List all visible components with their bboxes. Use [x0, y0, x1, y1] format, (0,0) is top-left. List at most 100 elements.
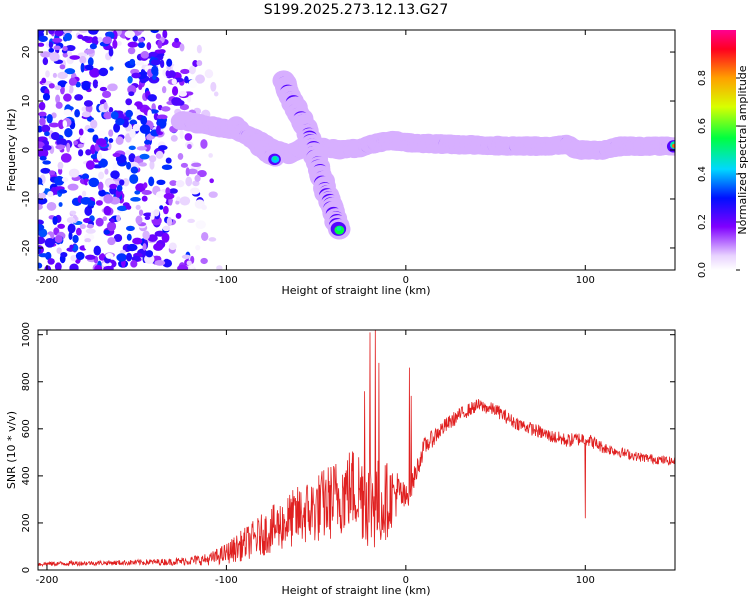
heatmap-cell — [155, 150, 164, 159]
heatmap-cell — [185, 167, 190, 177]
heatmap-cell — [194, 174, 201, 182]
heatmap-cell — [142, 230, 150, 240]
heatmap-cell — [38, 236, 46, 245]
heatmap-cell — [69, 55, 81, 60]
heatmap-cell — [126, 161, 132, 170]
heatmap-cell — [75, 81, 81, 88]
heatmap-cell — [172, 64, 180, 72]
heatmap-cell — [162, 205, 169, 215]
spectrogram-x-tick-label: 100 — [576, 275, 595, 286]
heatmap-cell — [158, 49, 166, 54]
heatmap-cell — [137, 41, 145, 49]
heatmap-cell — [104, 168, 109, 175]
heatmap-cell — [103, 205, 112, 216]
heatmap-cell — [161, 164, 173, 170]
heatmap-cell — [67, 50, 72, 57]
heatmap-cell — [98, 67, 109, 77]
heatmap-cell — [153, 112, 159, 121]
heatmap-cell — [68, 168, 80, 178]
heatmap-cell — [195, 220, 206, 229]
heatmap-cell — [67, 223, 76, 234]
heatmap-cell — [128, 91, 135, 97]
heatmap-cell — [150, 59, 162, 66]
heatmap-cell — [66, 142, 71, 153]
heatmap-cell — [189, 187, 200, 195]
heatmap-cell — [149, 160, 155, 170]
snr-y-tick-label: 600 — [21, 419, 32, 438]
heatmap-cell — [179, 129, 184, 140]
heatmap-cell — [52, 72, 57, 78]
heatmap-cell — [81, 111, 91, 118]
heatmap-cell — [57, 223, 65, 229]
heatmap-cell — [56, 247, 62, 254]
heatmap-cell — [135, 61, 145, 66]
heatmap-cell — [48, 83, 55, 89]
heatmap-cell — [66, 217, 76, 224]
heatmap-cell — [88, 30, 99, 35]
heatmap-cell — [188, 65, 196, 75]
heatmap-cell — [85, 160, 95, 170]
heatmap-cell — [38, 101, 46, 111]
heatmap-cell — [191, 162, 202, 167]
heatmap-cell — [130, 260, 138, 268]
heatmap-cell — [169, 180, 178, 186]
heatmap-cell — [125, 225, 135, 231]
colorbar-label: Normalized spectral amplitude — [736, 65, 749, 234]
heatmap-cell — [102, 216, 108, 222]
heatmap-cell — [41, 124, 51, 133]
heatmap-cell — [136, 146, 147, 151]
heatmap-cell — [201, 204, 207, 210]
snr-x-tick-label: 0 — [403, 575, 409, 586]
heatmap-cell — [83, 178, 89, 186]
heatmap-cell — [103, 265, 114, 270]
heatmap-cell — [84, 241, 91, 250]
heatmap-cell — [38, 177, 43, 186]
heatmap-cell — [87, 128, 95, 133]
heatmap-cell — [44, 237, 55, 248]
heatmap-cell — [200, 257, 208, 265]
heatmap-cell — [49, 52, 60, 62]
heatmap-cell — [102, 36, 113, 44]
heatmap-cell — [40, 167, 51, 174]
heatmap-cell — [86, 223, 94, 229]
heatmap-cell — [125, 205, 132, 210]
heatmap-cell — [81, 35, 91, 42]
heatmap-cell — [141, 195, 148, 202]
heatmap-cell — [64, 127, 73, 138]
heatmap-cell — [127, 47, 136, 55]
heatmap-cell — [98, 253, 106, 261]
heatmap-cell — [135, 204, 141, 210]
heatmap-cell — [57, 71, 68, 80]
heatmap-cell — [64, 83, 70, 93]
heatmap-cell — [54, 175, 65, 186]
heatmap-cell — [79, 136, 87, 144]
heatmap-cell — [47, 190, 54, 198]
heatmap-cell — [162, 259, 173, 268]
heatmap-cell — [70, 210, 77, 215]
heatmap-cell — [98, 130, 106, 137]
heatmap-cell — [153, 209, 160, 217]
heatmap-cell — [62, 46, 68, 52]
heatmap-cell — [148, 51, 158, 57]
heatmap-cell — [75, 251, 85, 261]
spectrogram-y-tick-label: 20 — [21, 46, 32, 59]
colorbar-tick-label: 0.8 — [697, 70, 708, 86]
heatmap-cell — [147, 94, 157, 102]
heatmap-cell — [169, 188, 178, 194]
heatmap-cell — [174, 37, 180, 43]
heatmap-cell — [140, 51, 149, 59]
heatmap-cell — [106, 221, 117, 232]
heatmap-cell — [184, 76, 189, 84]
heatmap-cell — [146, 133, 154, 141]
heatmap-cell — [187, 218, 195, 224]
heatmap-cell — [58, 167, 63, 175]
heatmap-cell — [38, 184, 45, 194]
heatmap-cell — [272, 156, 277, 161]
heatmap-cell — [108, 138, 114, 143]
heatmap-cell — [38, 192, 46, 200]
heatmap-cell — [200, 139, 208, 149]
heatmap-cell — [137, 30, 145, 33]
